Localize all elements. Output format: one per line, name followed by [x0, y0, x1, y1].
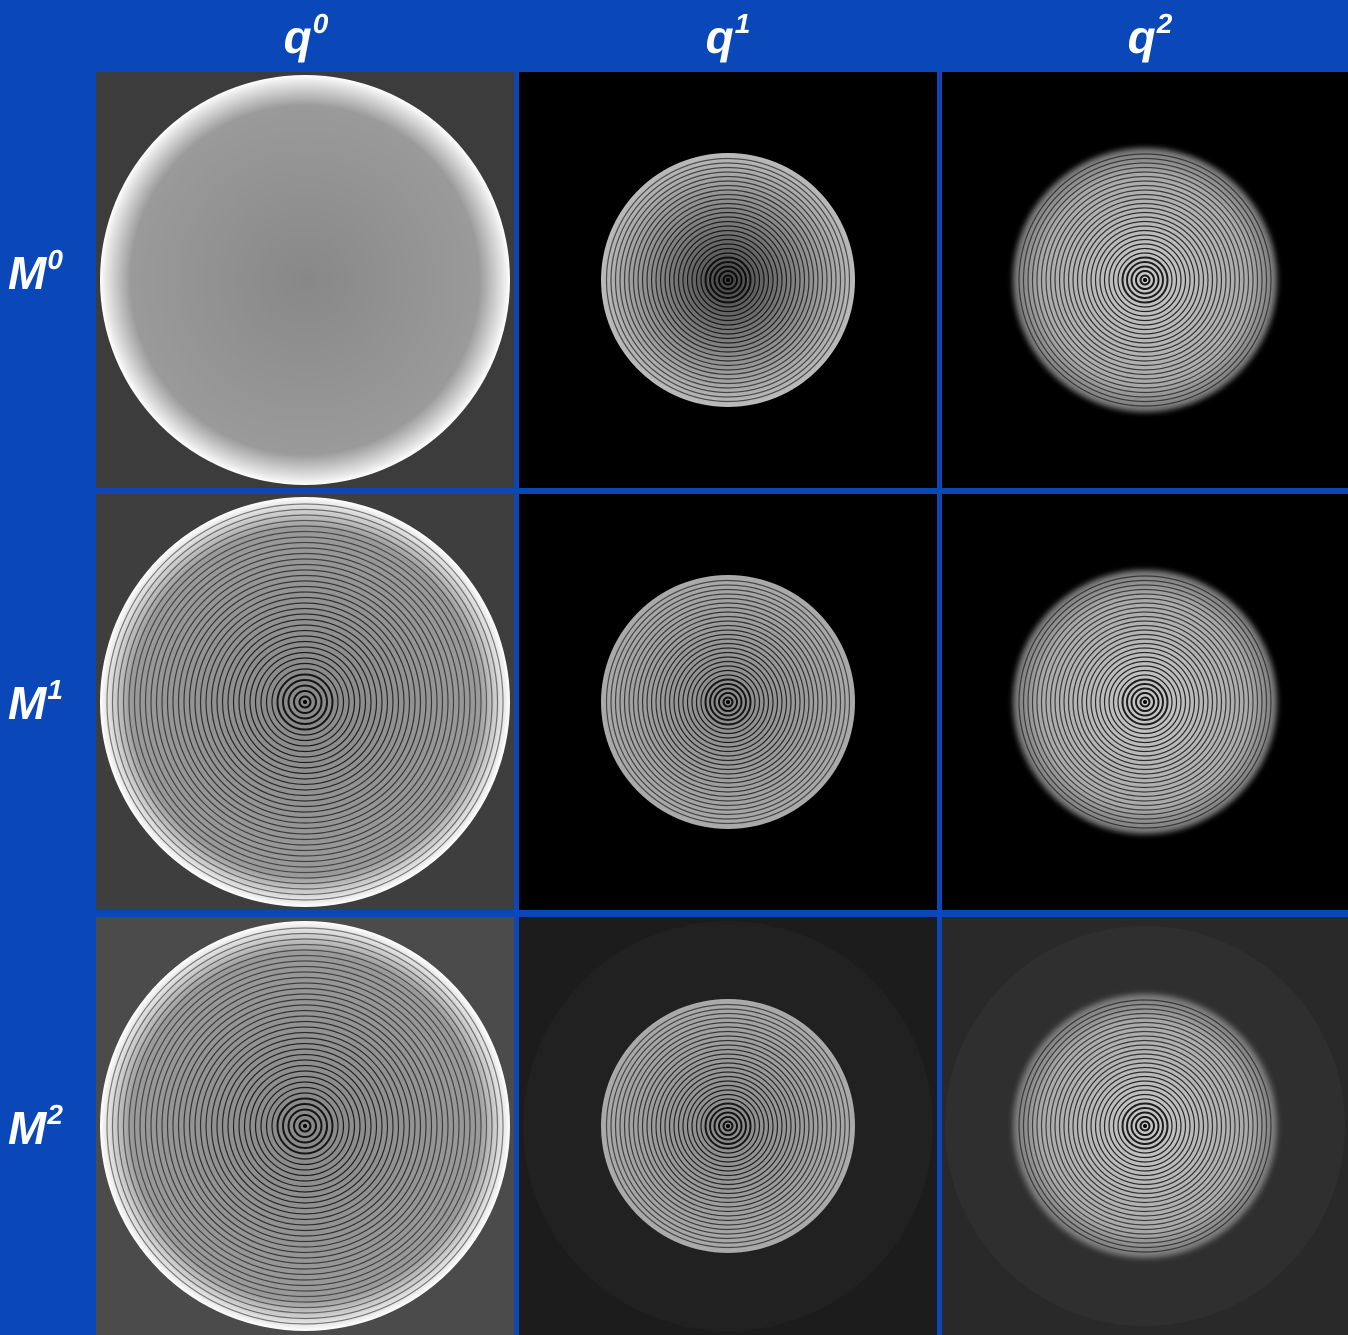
row-label: M1	[8, 680, 63, 726]
image-panel	[96, 917, 514, 1335]
label-base: q	[284, 11, 312, 63]
image-panel	[519, 72, 937, 488]
center-dot	[303, 1124, 307, 1128]
figure: q0 q1 q2 M0 M1 M2 {"columns": [{"base": …	[0, 0, 1348, 1335]
label-sup: 2	[1157, 8, 1173, 39]
image-panel	[519, 494, 937, 910]
image-panel	[96, 72, 514, 488]
image-panel	[942, 72, 1348, 488]
label-sup: 0	[47, 244, 63, 275]
label-sup: 1	[47, 674, 63, 705]
center-dot	[303, 700, 307, 704]
row-label: M2	[8, 1105, 63, 1151]
center-dot	[1143, 1124, 1147, 1128]
label-sup: 0	[313, 8, 329, 39]
label-sup: 1	[735, 8, 751, 39]
image-panel	[519, 917, 937, 1335]
column-label: q1	[698, 14, 758, 60]
image-panel	[942, 494, 1348, 910]
label-base: q	[1128, 11, 1156, 63]
center-dot	[726, 700, 730, 704]
label-sup: 2	[47, 1099, 63, 1130]
image-panel	[942, 917, 1348, 1335]
label-base: M	[8, 677, 46, 729]
row-label: M0	[8, 250, 63, 296]
center-dot	[726, 278, 730, 282]
column-label: q0	[276, 14, 336, 60]
label-base: M	[8, 1102, 46, 1154]
center-dot	[1143, 700, 1147, 704]
image-panel	[96, 494, 514, 910]
label-base: q	[706, 11, 734, 63]
center-dot	[726, 1124, 730, 1128]
label-base: M	[8, 247, 46, 299]
disk	[100, 75, 510, 485]
center-dot	[1143, 278, 1147, 282]
column-label: q2	[1120, 14, 1180, 60]
